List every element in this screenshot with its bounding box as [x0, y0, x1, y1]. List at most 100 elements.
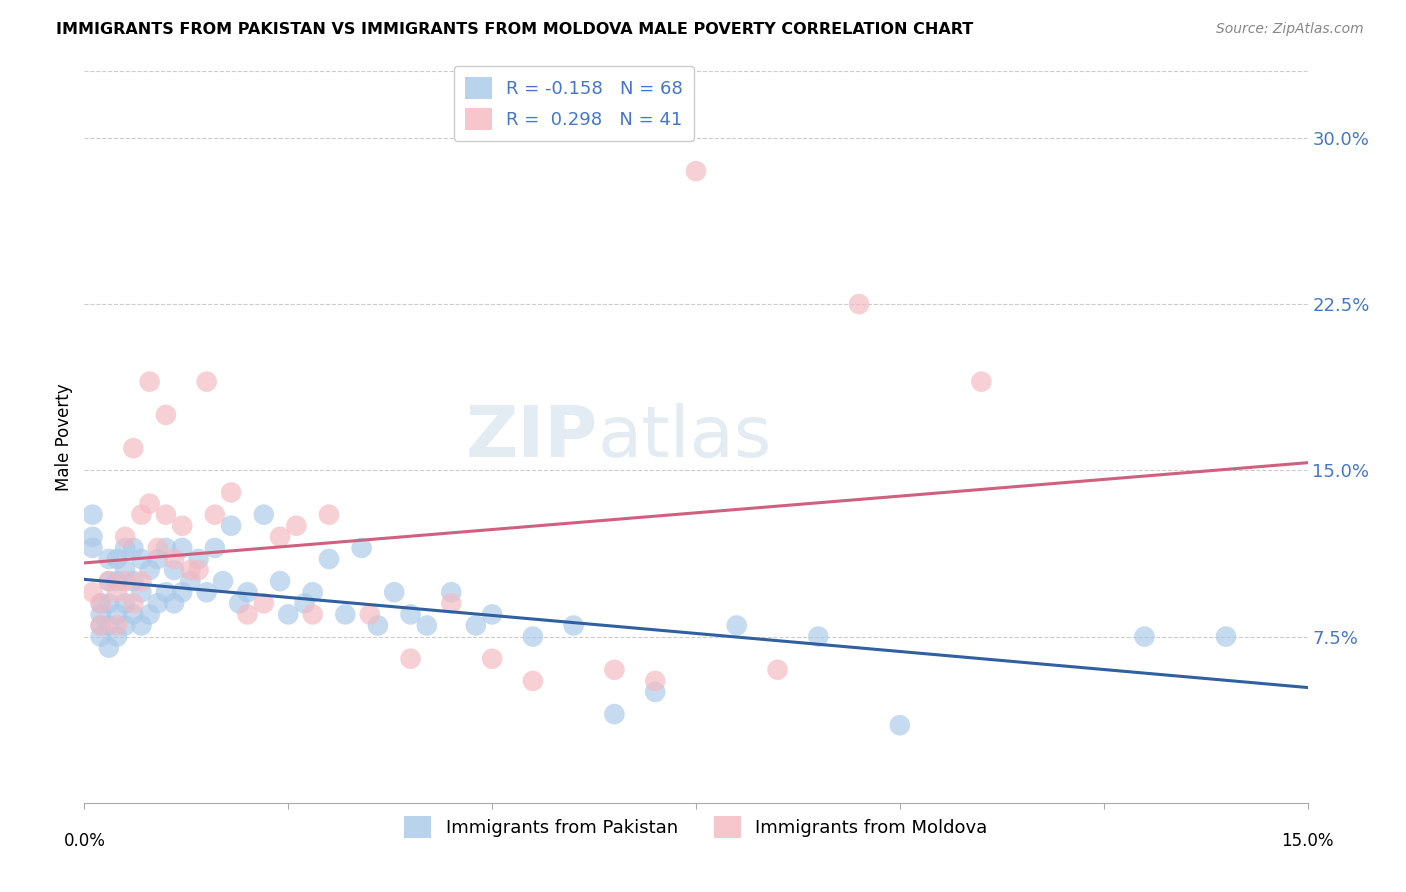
Point — [807, 630, 830, 644]
Point — [522, 630, 544, 644]
Point — [212, 574, 235, 589]
Point — [1133, 630, 1156, 644]
Point — [603, 707, 626, 722]
Point — [1215, 630, 1237, 644]
Point — [105, 585, 128, 599]
Point — [301, 585, 323, 599]
Point — [187, 552, 209, 566]
Point — [187, 563, 209, 577]
Point — [90, 630, 112, 644]
Point — [90, 618, 112, 632]
Point — [138, 497, 160, 511]
Point — [122, 541, 145, 555]
Point — [970, 375, 993, 389]
Point — [105, 607, 128, 622]
Point — [440, 596, 463, 610]
Point — [114, 530, 136, 544]
Point — [440, 585, 463, 599]
Point — [155, 508, 177, 522]
Point — [172, 585, 194, 599]
Point — [114, 541, 136, 555]
Point — [399, 607, 422, 622]
Point — [155, 408, 177, 422]
Point — [90, 596, 112, 610]
Point — [138, 563, 160, 577]
Point — [562, 618, 585, 632]
Point — [644, 673, 666, 688]
Point — [277, 607, 299, 622]
Y-axis label: Male Poverty: Male Poverty — [55, 384, 73, 491]
Point — [179, 563, 201, 577]
Point — [464, 618, 486, 632]
Point — [318, 508, 340, 522]
Point — [236, 585, 259, 599]
Point — [285, 518, 308, 533]
Point — [195, 585, 218, 599]
Point — [318, 552, 340, 566]
Point — [889, 718, 911, 732]
Point — [335, 607, 357, 622]
Text: Source: ZipAtlas.com: Source: ZipAtlas.com — [1216, 22, 1364, 37]
Point — [367, 618, 389, 632]
Point — [195, 375, 218, 389]
Point — [146, 596, 169, 610]
Point — [97, 640, 120, 655]
Point — [382, 585, 405, 599]
Point — [179, 574, 201, 589]
Point — [97, 618, 120, 632]
Point — [105, 630, 128, 644]
Point — [522, 673, 544, 688]
Point — [131, 552, 153, 566]
Point — [236, 607, 259, 622]
Point — [82, 541, 104, 555]
Point — [219, 485, 242, 500]
Point — [481, 607, 503, 622]
Point — [163, 552, 186, 566]
Point — [172, 518, 194, 533]
Point — [301, 607, 323, 622]
Point — [685, 164, 707, 178]
Point — [172, 541, 194, 555]
Point — [90, 607, 112, 622]
Point — [155, 585, 177, 599]
Point — [105, 574, 128, 589]
Point — [269, 574, 291, 589]
Point — [105, 618, 128, 632]
Point — [725, 618, 748, 632]
Point — [97, 574, 120, 589]
Point — [90, 618, 112, 632]
Point — [399, 651, 422, 665]
Point — [766, 663, 789, 677]
Point — [269, 530, 291, 544]
Point — [97, 574, 120, 589]
Point — [138, 375, 160, 389]
Point — [204, 541, 226, 555]
Point — [131, 618, 153, 632]
Point — [122, 441, 145, 455]
Text: 0.0%: 0.0% — [63, 832, 105, 850]
Point — [131, 574, 153, 589]
Legend: Immigrants from Pakistan, Immigrants from Moldova: Immigrants from Pakistan, Immigrants fro… — [396, 808, 995, 845]
Text: ZIP: ZIP — [465, 402, 598, 472]
Point — [114, 618, 136, 632]
Point — [416, 618, 439, 632]
Point — [253, 508, 276, 522]
Point — [146, 541, 169, 555]
Point — [122, 607, 145, 622]
Point — [122, 574, 145, 589]
Point — [219, 518, 242, 533]
Point — [481, 651, 503, 665]
Point — [155, 541, 177, 555]
Point — [122, 596, 145, 610]
Point — [294, 596, 316, 610]
Point — [228, 596, 250, 610]
Point — [603, 663, 626, 677]
Text: IMMIGRANTS FROM PAKISTAN VS IMMIGRANTS FROM MOLDOVA MALE POVERTY CORRELATION CHA: IMMIGRANTS FROM PAKISTAN VS IMMIGRANTS F… — [56, 22, 973, 37]
Point — [163, 596, 186, 610]
Point — [114, 596, 136, 610]
Point — [82, 585, 104, 599]
Point — [131, 508, 153, 522]
Point — [644, 685, 666, 699]
Point — [105, 552, 128, 566]
Point — [97, 552, 120, 566]
